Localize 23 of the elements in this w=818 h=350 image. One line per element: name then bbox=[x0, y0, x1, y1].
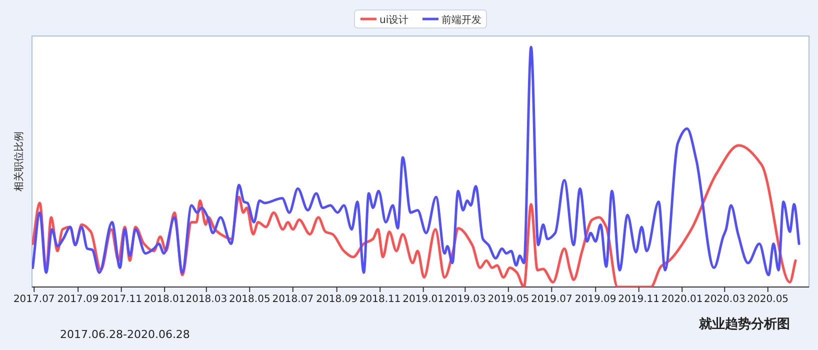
x-tick-label: 2020.03 bbox=[704, 294, 746, 305]
x-tick-label: 2019.07 bbox=[530, 294, 572, 305]
x-tick-label: 2017.11 bbox=[100, 294, 142, 305]
legend-label: ui设计 bbox=[380, 14, 409, 26]
x-tick-label: 2019.11 bbox=[618, 294, 660, 305]
x-tick-label: 2019.03 bbox=[444, 294, 486, 305]
x-tick-label: 2019.05 bbox=[488, 294, 530, 305]
y-axis-title: 相关职位比例 bbox=[13, 132, 25, 192]
x-tick-label: 2018.11 bbox=[359, 294, 401, 305]
x-tick-label: 2017.07 bbox=[13, 294, 55, 305]
text: 2017.06.28-2020.06.28 bbox=[60, 328, 190, 341]
text: 就业趋势分析图 bbox=[698, 316, 790, 332]
x-tick-label: 2017.09 bbox=[57, 294, 99, 305]
x-tick-label: 2020.05 bbox=[747, 294, 789, 305]
x-tick-label: 2018.03 bbox=[186, 294, 228, 305]
x-tick-label: 2018.01 bbox=[144, 294, 186, 305]
legend-label: 前端开发 bbox=[442, 14, 482, 26]
x-tick-label: 2019.01 bbox=[402, 294, 444, 305]
x-tick-label: 2020.01 bbox=[661, 294, 703, 305]
x-tick-label: 2018.07 bbox=[272, 294, 314, 305]
x-tick-label: 2018.09 bbox=[316, 294, 358, 305]
x-tick-label: 2019.09 bbox=[574, 294, 616, 305]
x-tick-label: 2018.05 bbox=[228, 294, 270, 305]
